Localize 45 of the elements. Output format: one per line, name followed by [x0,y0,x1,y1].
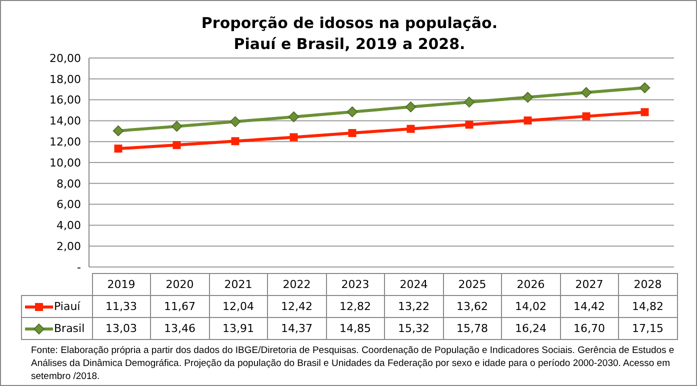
source-note: Fonte: Elaboração própria a partir dos dados do IBGE/Diretoria de Pesquisas. Coordenação de População e Indicadores Sociais. Gerência de Estudos e Análises da Dinâmica Demográfica. Projeção da população do Brasil e Unidades da Federação por sexo e idade para o período 2000-2030. Acesso em setembro /2018. [31,344,676,383]
data-label: 12,82 [326,296,384,318]
data-label: 14,37 [268,318,326,340]
y-tick-label: 2,00 [56,240,81,254]
data-label: 11,67 [150,296,209,318]
data-label: 13,91 [209,318,268,340]
data-label: 17,15 [618,318,677,340]
x-tick-label: 2021 [209,274,268,296]
data-label: 15,32 [384,318,443,340]
y-tick-label: 14,00 [50,114,81,128]
chart-title: Proporção de idosos na população. Piauí e Brasil, 2019 a 2028. [200,13,499,53]
data-label: 16,70 [560,318,618,340]
x-tick-label: 2019 [92,274,150,296]
data-label: 15,78 [443,318,502,340]
data-label: 12,42 [268,296,326,318]
data-label: 13,22 [384,296,443,318]
y-tick-label: 16,00 [50,94,81,107]
data-label: 14,85 [326,318,384,340]
x-tick-label: 2024 [384,274,443,296]
x-tick-label: 2020 [150,274,209,296]
y-tick-label: 20,00 [50,52,81,65]
data-label: 14,02 [502,296,560,318]
x-tick-label: 2026 [502,274,560,296]
y-tick-label: 18,00 [50,72,81,86]
data-label: 14,82 [618,296,677,318]
data-label: 14,42 [560,296,618,318]
legend-label: Piauí [54,300,80,313]
x-tick-label: 2027 [560,274,618,296]
legend-label: Brasil [54,322,85,335]
x-tick-label: 2022 [268,274,326,296]
y-tick-label: 10,00 [50,156,81,170]
x-tick-label: 2028 [618,274,677,296]
x-tick-label: 2025 [443,274,502,296]
data-label: 11,33 [92,296,150,318]
data-label: 12,04 [209,296,268,318]
y-tick-label: 12,00 [50,136,81,149]
y-tick-label: - [77,260,82,274]
data-label: 13,46 [150,318,209,340]
data-label: 13,62 [443,296,502,318]
x-tick-label: 2023 [326,274,384,296]
data-label: 16,24 [502,318,560,340]
y-tick-label: 8,00 [56,177,81,190]
data-label: 13,03 [92,318,150,340]
y-tick-label: 6,00 [56,198,81,212]
y-tick-label: 4,00 [56,219,81,232]
